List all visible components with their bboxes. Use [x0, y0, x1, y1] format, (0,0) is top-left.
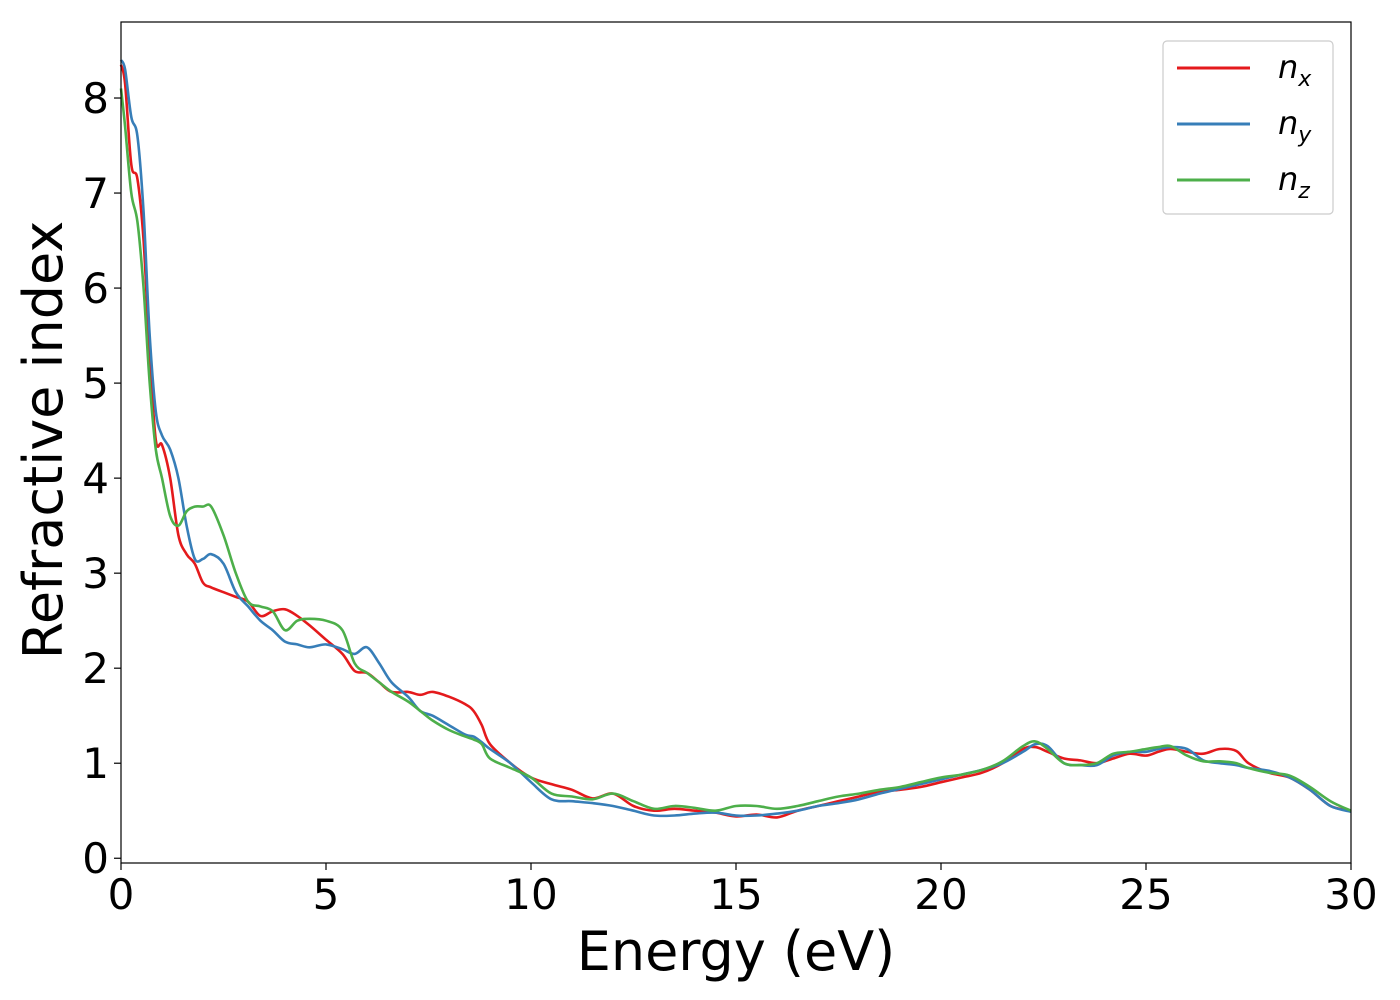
y-tick-label: 5 [82, 359, 109, 408]
legend-label-nx: nx [1278, 48, 1312, 92]
legend-box [1162, 40, 1334, 215]
y-tick-label: 6 [82, 264, 109, 313]
x-tick-label: 20 [914, 870, 967, 919]
x-tick-label: 5 [313, 870, 340, 919]
legend-label-subscript: z [1297, 179, 1310, 204]
legend-label-nz: nz [1278, 160, 1310, 204]
x-tick-label: 0 [108, 870, 135, 919]
y-tick-label: 3 [82, 549, 109, 598]
y-tick-label: 8 [82, 74, 109, 123]
y-tick-label: 1 [82, 739, 109, 788]
y-tick-label: 7 [82, 169, 109, 218]
legend-label-base: n [1278, 160, 1298, 198]
x-tick-label: 10 [504, 870, 557, 919]
y-tick-label: 4 [82, 454, 109, 503]
x-tick-label: 15 [709, 870, 762, 919]
series-line-nz [119, 88, 1352, 813]
y-tick-label: 0 [82, 834, 109, 883]
x-tick-label: 25 [1119, 870, 1172, 919]
y-axis-label: Refractive index [12, 221, 75, 660]
legend-label-subscript: y [1297, 123, 1312, 148]
legend-label-base: n [1278, 104, 1298, 142]
x-tick-label: 30 [1324, 870, 1377, 919]
y-tick-label: 2 [82, 644, 109, 693]
legend-label-subscript: x [1297, 67, 1312, 92]
x-axis-label: Energy (eV) [577, 920, 896, 983]
legend-label-ny: ny [1278, 104, 1312, 148]
legend-label-base: n [1278, 48, 1298, 86]
series-layer [119, 59, 1352, 819]
ticks-layer: 0 5 10 15 20 25 30 0 1 2 3 4 5 6 7 8 [82, 74, 1377, 919]
